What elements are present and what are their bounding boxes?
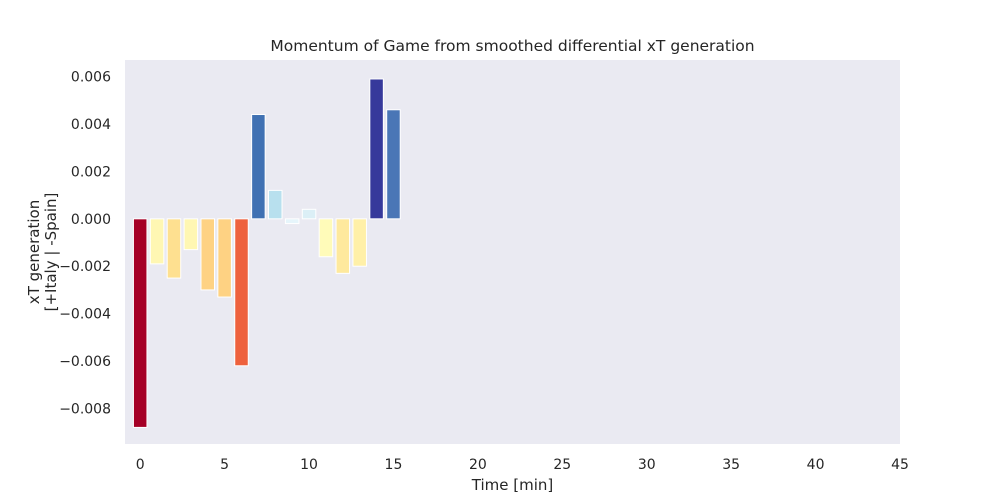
bar-minute-4 — [200, 218, 215, 291]
bar-minute-7 — [251, 114, 266, 220]
bar-minute-3 — [183, 218, 199, 251]
x-axis-label: Time [min] — [471, 476, 553, 494]
y-tick-label: −0.002 — [59, 259, 111, 275]
bar-minute-6 — [234, 218, 249, 367]
bar-minute-0 — [132, 218, 148, 428]
chart-title: Momentum of Game from smoothed different… — [270, 37, 754, 55]
y-tick-label: 0.002 — [71, 164, 111, 180]
y-tick-label: −0.008 — [59, 401, 111, 417]
bar-minute-2 — [166, 218, 182, 279]
x-tick-label: 15 — [385, 457, 403, 473]
bar-minute-9 — [284, 218, 300, 225]
y-tick-label: 0.004 — [71, 117, 111, 133]
x-tick-label: 20 — [469, 457, 487, 473]
bar-minute-13 — [352, 218, 367, 267]
x-tick-labels: 0 5 10 15 20 25 30 35 40 45 — [136, 457, 909, 473]
y-tick-label: −0.006 — [59, 354, 111, 370]
bar-minute-14 — [369, 78, 384, 220]
x-tick-label: 30 — [638, 457, 656, 473]
y-tick-label: 0.006 — [71, 70, 111, 86]
bar-minute-5 — [217, 218, 232, 298]
x-tick-label: 0 — [136, 457, 145, 473]
y-tick-label: 0.000 — [71, 212, 111, 228]
bar-minute-12 — [335, 218, 351, 274]
bar-minute-1 — [149, 218, 165, 265]
x-tick-label: 40 — [807, 457, 825, 473]
x-tick-label: 5 — [220, 457, 229, 473]
y-tick-labels: −0.008 −0.006 −0.004 −0.002 0.000 0.002 0.004 0… — [59, 70, 111, 418]
bar-minute-10 — [301, 208, 317, 220]
y-tick-label: −0.004 — [59, 307, 111, 323]
bars-group — [132, 78, 401, 428]
bar-minute-8 — [268, 189, 283, 220]
x-tick-label: 45 — [891, 457, 909, 473]
x-tick-label: 10 — [300, 457, 318, 473]
y-axis-label-line2: [+Italy | -Spain] — [42, 193, 60, 312]
y-axis-label-line1: xT generation — [25, 200, 43, 304]
x-tick-label: 35 — [722, 457, 740, 473]
x-tick-label: 25 — [553, 457, 571, 473]
bar-minute-15 — [386, 109, 401, 220]
bar-minute-11 — [318, 218, 334, 258]
